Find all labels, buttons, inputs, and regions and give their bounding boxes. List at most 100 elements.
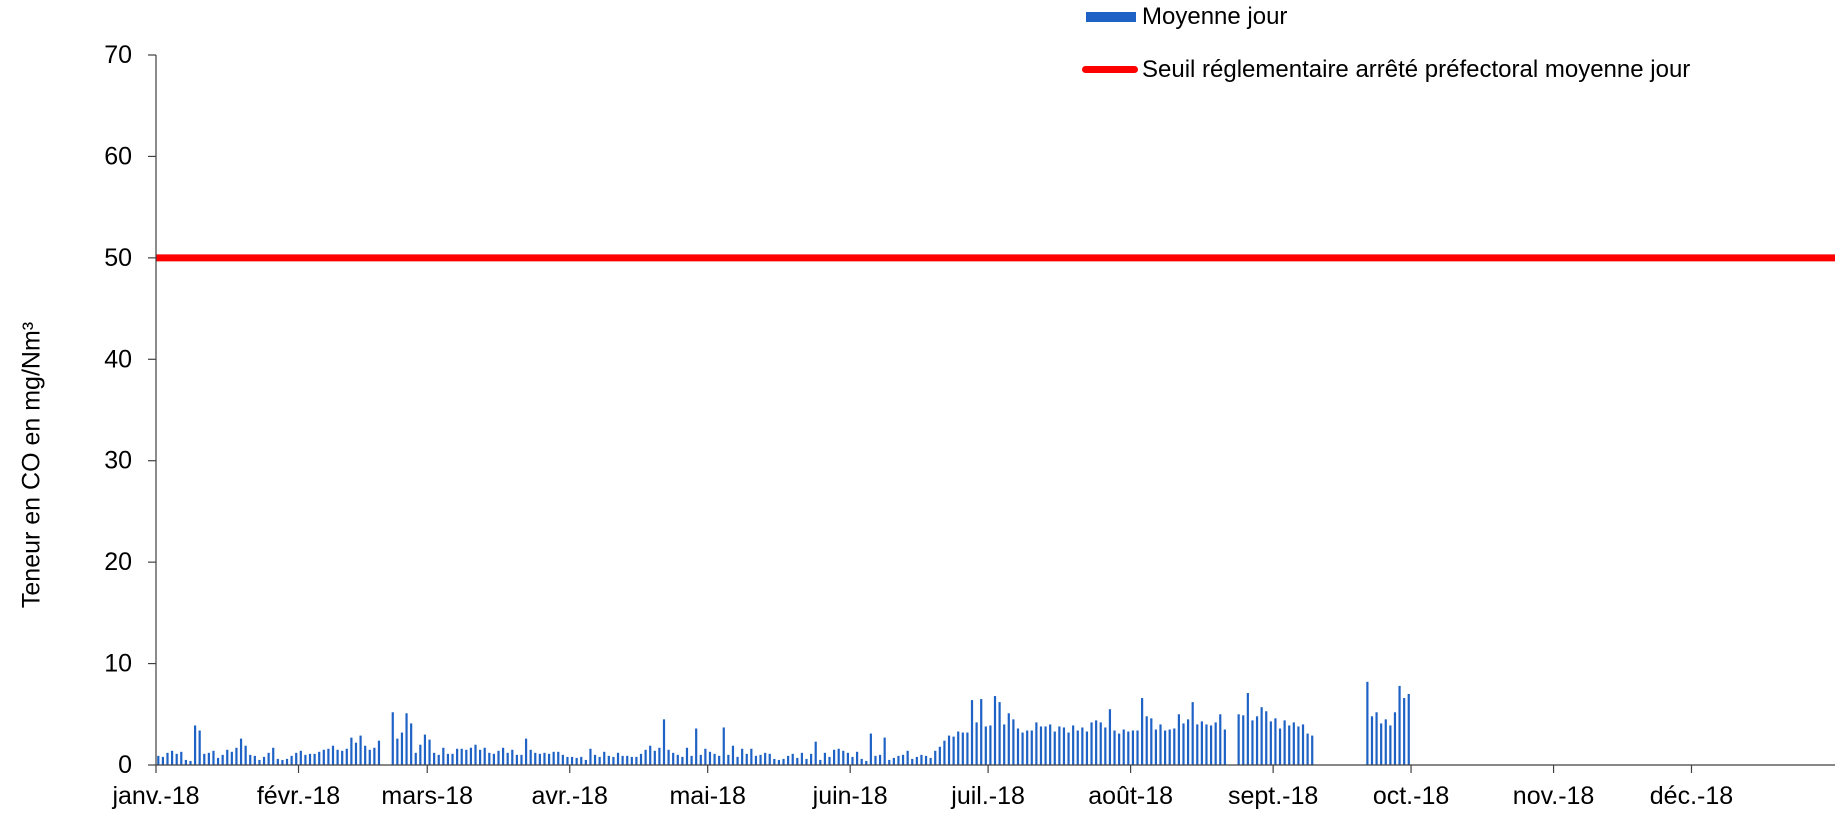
bar-mark [842, 750, 845, 765]
bar-mark [819, 759, 822, 765]
bar-mark [373, 747, 376, 765]
legend-label-daily-mean: Moyenne jour [1142, 3, 1288, 30]
bar-mark [1265, 711, 1268, 765]
bar-mark [805, 758, 808, 765]
y-tick-label: 30 [104, 447, 132, 475]
bar-mark [1173, 728, 1176, 765]
bar-mark [777, 759, 781, 765]
bar-mark [630, 756, 633, 765]
bar-mark [1049, 724, 1052, 765]
bar-mark [285, 758, 289, 765]
bar-mark [1242, 715, 1245, 765]
bar-mark [1164, 730, 1167, 765]
bar-mark [1219, 714, 1222, 765]
y-axis-title: Teneur en CO en mg/Nm³ [17, 321, 46, 609]
bar-mark [336, 749, 339, 765]
bar-mark [635, 756, 638, 765]
bar-mark [267, 752, 270, 765]
bar-mark [396, 738, 399, 765]
bar-mark [731, 745, 735, 765]
bar-mark [1278, 728, 1282, 765]
bar-mark [1389, 725, 1392, 765]
bar-mark [1288, 725, 1291, 765]
bar-mark [943, 740, 946, 765]
bar-mark [1081, 727, 1084, 765]
x-tick-label: nov.-18 [1513, 782, 1595, 810]
bar-mark [1306, 733, 1309, 765]
bar-mark [1039, 726, 1043, 765]
bar-mark [695, 728, 698, 765]
bar-mark [1104, 727, 1107, 765]
bar-mark [644, 749, 647, 765]
bar-mark [915, 756, 918, 765]
bar-mark [934, 750, 937, 765]
bar-mark [1274, 718, 1277, 765]
bar-mark [906, 750, 909, 765]
legend-label-threshold: Seuil réglementaire arrêté préfectoral m… [1142, 56, 1691, 83]
bar-mark [230, 751, 233, 765]
bar-mark [667, 749, 670, 765]
bar-mark [1283, 720, 1286, 765]
bar-mark [1131, 730, 1135, 765]
x-tick-label: août-18 [1088, 782, 1173, 810]
bar-mark [570, 756, 574, 765]
bar-mark [1380, 723, 1383, 765]
bar-mark [584, 759, 587, 765]
bar-mark [276, 758, 279, 765]
bar-mark [851, 756, 854, 765]
bar-mark [253, 755, 256, 765]
bar-mark [1223, 729, 1226, 765]
bar-mark [1301, 724, 1305, 765]
bar-mark [837, 748, 840, 765]
x-tick-label: févr.-18 [257, 782, 340, 810]
bar-mark [616, 752, 620, 765]
bar-mark [180, 751, 183, 765]
bar-mark [175, 753, 178, 765]
bar-mark [1058, 726, 1061, 765]
bar-mark [800, 752, 804, 765]
bar-mark [580, 756, 583, 765]
bar-mark [1205, 724, 1208, 765]
bar-mark [653, 750, 656, 765]
x-tick-label: juil.-18 [950, 782, 1025, 810]
legend-swatch-threshold [1082, 66, 1138, 73]
bar-mark [377, 740, 381, 765]
bar-mark [1297, 726, 1300, 765]
bar-mark [239, 738, 243, 765]
bar-mark [708, 751, 712, 765]
bar-mark [1113, 730, 1116, 765]
bar-mark [1021, 732, 1024, 765]
bar-mark [1035, 722, 1038, 765]
bar-mark [998, 702, 1001, 765]
bar-mark [690, 755, 693, 765]
bar-mark [465, 749, 468, 765]
bar-mark [543, 752, 546, 765]
bar-mark [1269, 721, 1272, 765]
y-tick-label: 20 [104, 548, 132, 576]
bar-mark [1030, 730, 1033, 765]
bar-mark [488, 752, 491, 765]
bar-mark [1255, 716, 1259, 765]
bar-mark [501, 747, 505, 765]
bar-mark [538, 753, 541, 765]
bar-mark [924, 755, 928, 765]
bar-mark [1182, 723, 1185, 765]
bar-mark [1085, 731, 1089, 765]
bar-mark [446, 753, 450, 765]
bar-mark [313, 753, 316, 765]
bar-mark [212, 750, 215, 765]
bar-mark [318, 751, 321, 765]
bar-mark [419, 744, 422, 765]
bar-mark [810, 753, 813, 765]
bar-mark [1186, 719, 1190, 765]
bar-mark [1393, 712, 1397, 765]
bar-mark [662, 719, 666, 765]
bar-mark [226, 749, 229, 765]
bar-mark [929, 757, 932, 765]
bar-mark [1053, 731, 1056, 765]
bar-mark [1384, 719, 1387, 765]
bar-mark [1127, 731, 1130, 765]
bar-mark [322, 749, 325, 765]
bar-mark [773, 758, 776, 765]
bar-mark [612, 756, 615, 765]
